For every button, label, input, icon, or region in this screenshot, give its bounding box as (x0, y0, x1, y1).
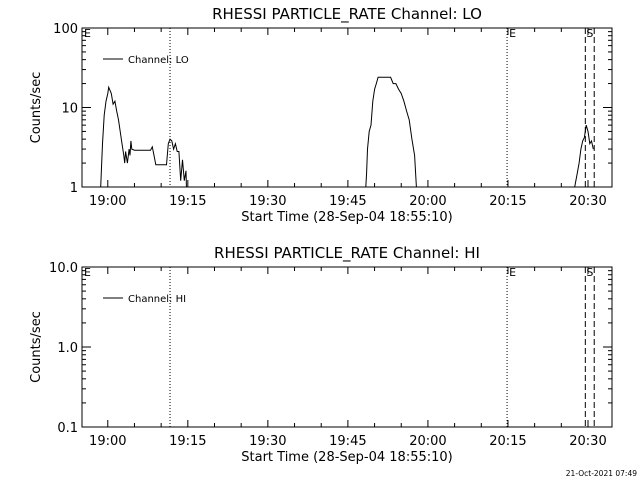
x-tick-label: 20:30 (569, 194, 606, 209)
x-tick-label: 19:30 (249, 194, 286, 209)
chart-title: RHESSI PARTICLE_RATE Channel: HI (214, 244, 480, 263)
x-axis-label: Start Time (28-Sep-04 18:55:10) (241, 210, 452, 225)
x-tick-label: 19:00 (89, 194, 126, 209)
annotation-letter: S (586, 266, 593, 279)
x-tick-label: 19:15 (169, 434, 206, 449)
y-tick-label: 10 (61, 102, 78, 117)
y-tick-label: 1.0 (57, 341, 78, 356)
plot-frame (81, 27, 613, 188)
x-tick-label: 19:45 (329, 434, 366, 449)
annotation-letter: E (509, 27, 516, 40)
plot-frame (81, 266, 613, 428)
x-tick-label: 20:15 (489, 434, 526, 449)
y-tick-label: 10.0 (49, 261, 78, 276)
annotation-letter: E (84, 27, 91, 40)
y-tick-label: 100 (53, 22, 78, 37)
y-tick-label: 0.1 (57, 421, 78, 436)
series-line (100, 76, 594, 187)
date-stamp: 21-Oct-2021 07:49 (566, 469, 637, 478)
x-tick-label: 19:45 (329, 194, 366, 209)
x-tick-label: 20:00 (409, 194, 446, 209)
x-tick-label: 19:15 (169, 194, 206, 209)
lo-channel-panel: RHESSI PARTICLE_RATE Channel: LO 19:00 19:… (29, 5, 613, 225)
x-tick-label: 20:00 (409, 434, 446, 449)
y-tick-label: 1 (70, 181, 78, 196)
y-axis-label: Counts/sec (29, 72, 44, 144)
x-axis-label: Start Time (28-Sep-04 18:55:10) (241, 450, 452, 465)
x-tick-label: 19:00 (89, 434, 126, 449)
annotation-letter: S (586, 27, 593, 40)
y-axis-label: Counts/sec (29, 311, 44, 383)
hi-channel-panel: RHESSI PARTICLE_RATE Channel: HI 19:00 19:… (29, 244, 613, 465)
annotation-letter: E (84, 266, 91, 279)
legend-label: Channel: LO (128, 55, 189, 66)
x-tick-label: 20:30 (569, 434, 606, 449)
chart-title: RHESSI PARTICLE_RATE Channel: LO (212, 5, 482, 24)
legend-label: Channel: HI (128, 294, 186, 305)
x-tick-label: 19:30 (249, 434, 286, 449)
x-tick-label: 20:15 (489, 194, 526, 209)
annotation-letter: E (509, 266, 516, 279)
